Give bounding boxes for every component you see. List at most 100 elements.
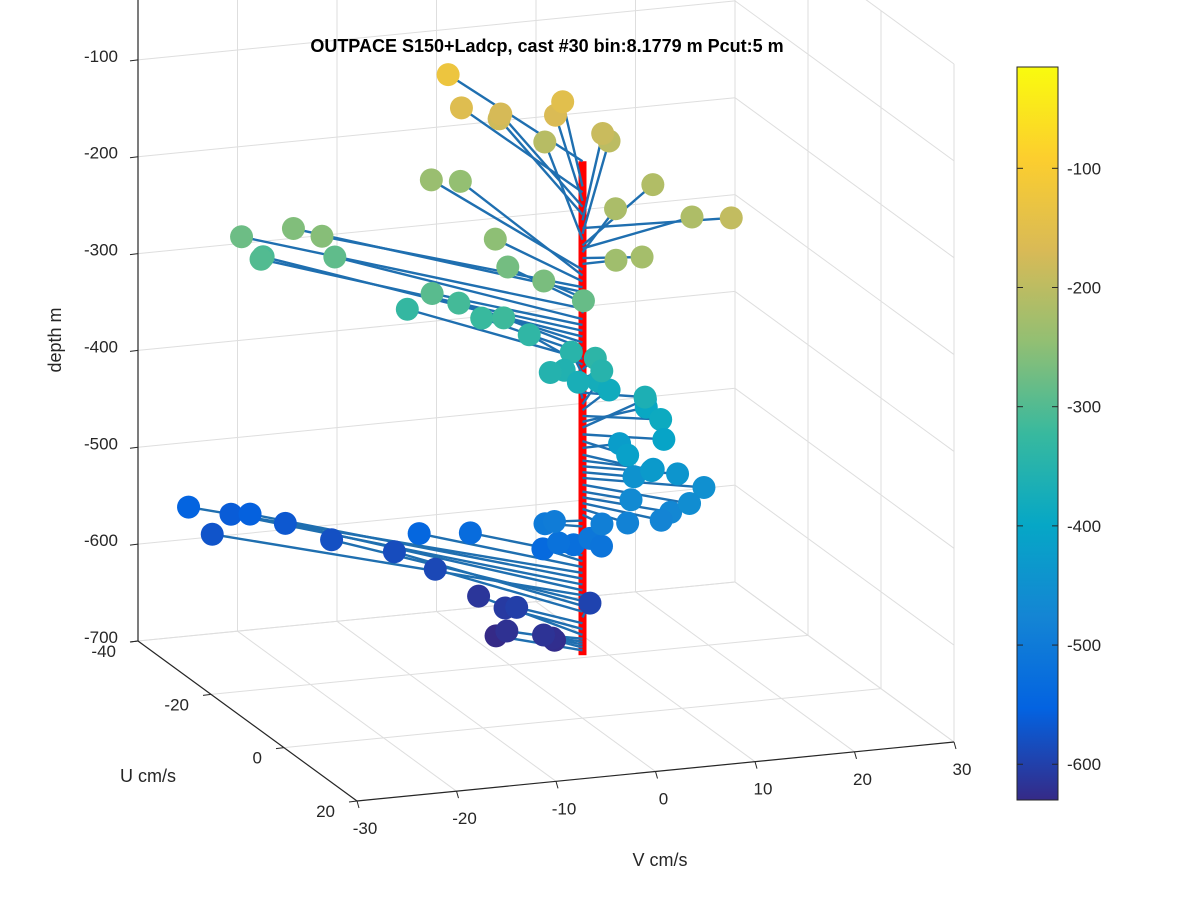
data-point	[447, 291, 471, 315]
z-tick-label: -500	[84, 434, 118, 453]
stem-line	[434, 568, 583, 613]
data-point	[238, 502, 262, 526]
colorbar-tick-label: -600	[1067, 755, 1101, 774]
stem-line	[406, 308, 583, 360]
z-axis-label: depth m	[45, 307, 65, 372]
chart-title: OUTPACE S150+Ladcp, cast #30 bin:8.1779 …	[310, 36, 783, 56]
stem-line	[581, 140, 611, 235]
data-point	[542, 510, 566, 534]
tick-mark	[129, 446, 139, 449]
x-axis-line	[137, 640, 358, 802]
grid-line	[137, 581, 736, 642]
data-point	[578, 591, 602, 615]
stem-line	[460, 106, 584, 194]
stem-line	[241, 235, 583, 310]
grid-line	[283, 688, 882, 749]
stem-line	[498, 118, 584, 216]
stem-line	[334, 255, 583, 321]
x-tick-label: -40	[91, 642, 116, 661]
grid-line	[734, 387, 955, 549]
tick-mark	[555, 781, 559, 789]
data-point	[219, 502, 243, 526]
grid-line	[137, 0, 736, 61]
data-point	[538, 361, 562, 385]
data-point	[547, 531, 571, 555]
data-point	[273, 511, 297, 535]
tick-mark	[129, 59, 139, 62]
x-axis-label: U cm/s	[120, 766, 176, 786]
data-point	[532, 623, 556, 647]
data-point	[619, 488, 643, 512]
data-point	[323, 245, 347, 269]
profile-axis-red-line	[578, 161, 587, 656]
stem-line	[459, 180, 584, 277]
data-point	[591, 122, 615, 146]
grid-line	[734, 97, 955, 259]
data-point	[448, 169, 472, 193]
x-tick-label: 0	[253, 749, 262, 768]
data-point	[649, 407, 673, 431]
data-points	[177, 63, 743, 652]
stem-line	[447, 73, 584, 163]
data-point	[407, 522, 431, 546]
colorbar-tick-label: -200	[1067, 278, 1101, 297]
data-point	[483, 227, 507, 251]
grid-line	[734, 581, 955, 743]
tick-mark	[202, 693, 212, 696]
z-tick-label: -100	[84, 47, 118, 66]
data-point	[449, 96, 473, 120]
stem-line	[499, 113, 584, 208]
y-axis-label: V cm/s	[632, 850, 687, 870]
data-point	[532, 269, 556, 293]
grid-line	[865, 0, 955, 65]
data-point	[590, 512, 614, 536]
grid-line	[237, 630, 457, 792]
data-point	[492, 306, 516, 330]
data-point	[249, 247, 273, 271]
grid-line	[734, 0, 955, 162]
z-tick-label: -200	[84, 144, 118, 163]
data-point	[678, 492, 702, 516]
colorbar: -100 -200 -300 -400 -500 -600	[1016, 66, 1101, 801]
colorbar-tick-label: -100	[1067, 159, 1101, 178]
data-point	[566, 370, 590, 394]
data-point	[604, 197, 628, 221]
stem-line	[543, 141, 584, 241]
y-tick-label: 0	[659, 790, 668, 809]
data-point	[496, 255, 520, 279]
data-point	[281, 217, 305, 241]
stems	[188, 73, 732, 652]
grid-line	[137, 97, 736, 158]
colorbar-tick-label: -400	[1067, 517, 1101, 536]
y-tick-label: 30	[953, 760, 972, 779]
stem-line	[581, 133, 604, 221]
data-point	[495, 619, 519, 643]
data-point	[419, 168, 443, 192]
data-point	[666, 462, 690, 486]
tick-mark	[129, 156, 139, 159]
tick-mark	[754, 761, 758, 769]
data-point	[310, 224, 334, 248]
data-point	[382, 540, 406, 564]
data-point	[616, 511, 640, 535]
data-point	[559, 340, 583, 364]
z-tick-label: -300	[84, 241, 118, 260]
grid-line	[535, 601, 756, 763]
stem-line	[249, 512, 583, 580]
data-point	[692, 475, 716, 499]
data-point	[641, 173, 665, 197]
x-tick-label: 20	[316, 802, 335, 821]
tick-labels: -30-20-100102030-40-200200-100-200-300-4…	[84, 47, 972, 838]
tick-mark	[456, 791, 459, 799]
data-point	[489, 102, 513, 126]
y-tick-label: 20	[853, 770, 872, 789]
profile-axis-line	[578, 161, 587, 656]
data-point	[320, 528, 344, 552]
tick-mark	[655, 771, 658, 779]
grid-line	[734, 194, 955, 355]
data-point	[604, 248, 628, 272]
stem-line	[394, 550, 583, 607]
grid-line	[635, 591, 855, 753]
data-point	[680, 205, 704, 229]
data-point	[395, 297, 419, 321]
